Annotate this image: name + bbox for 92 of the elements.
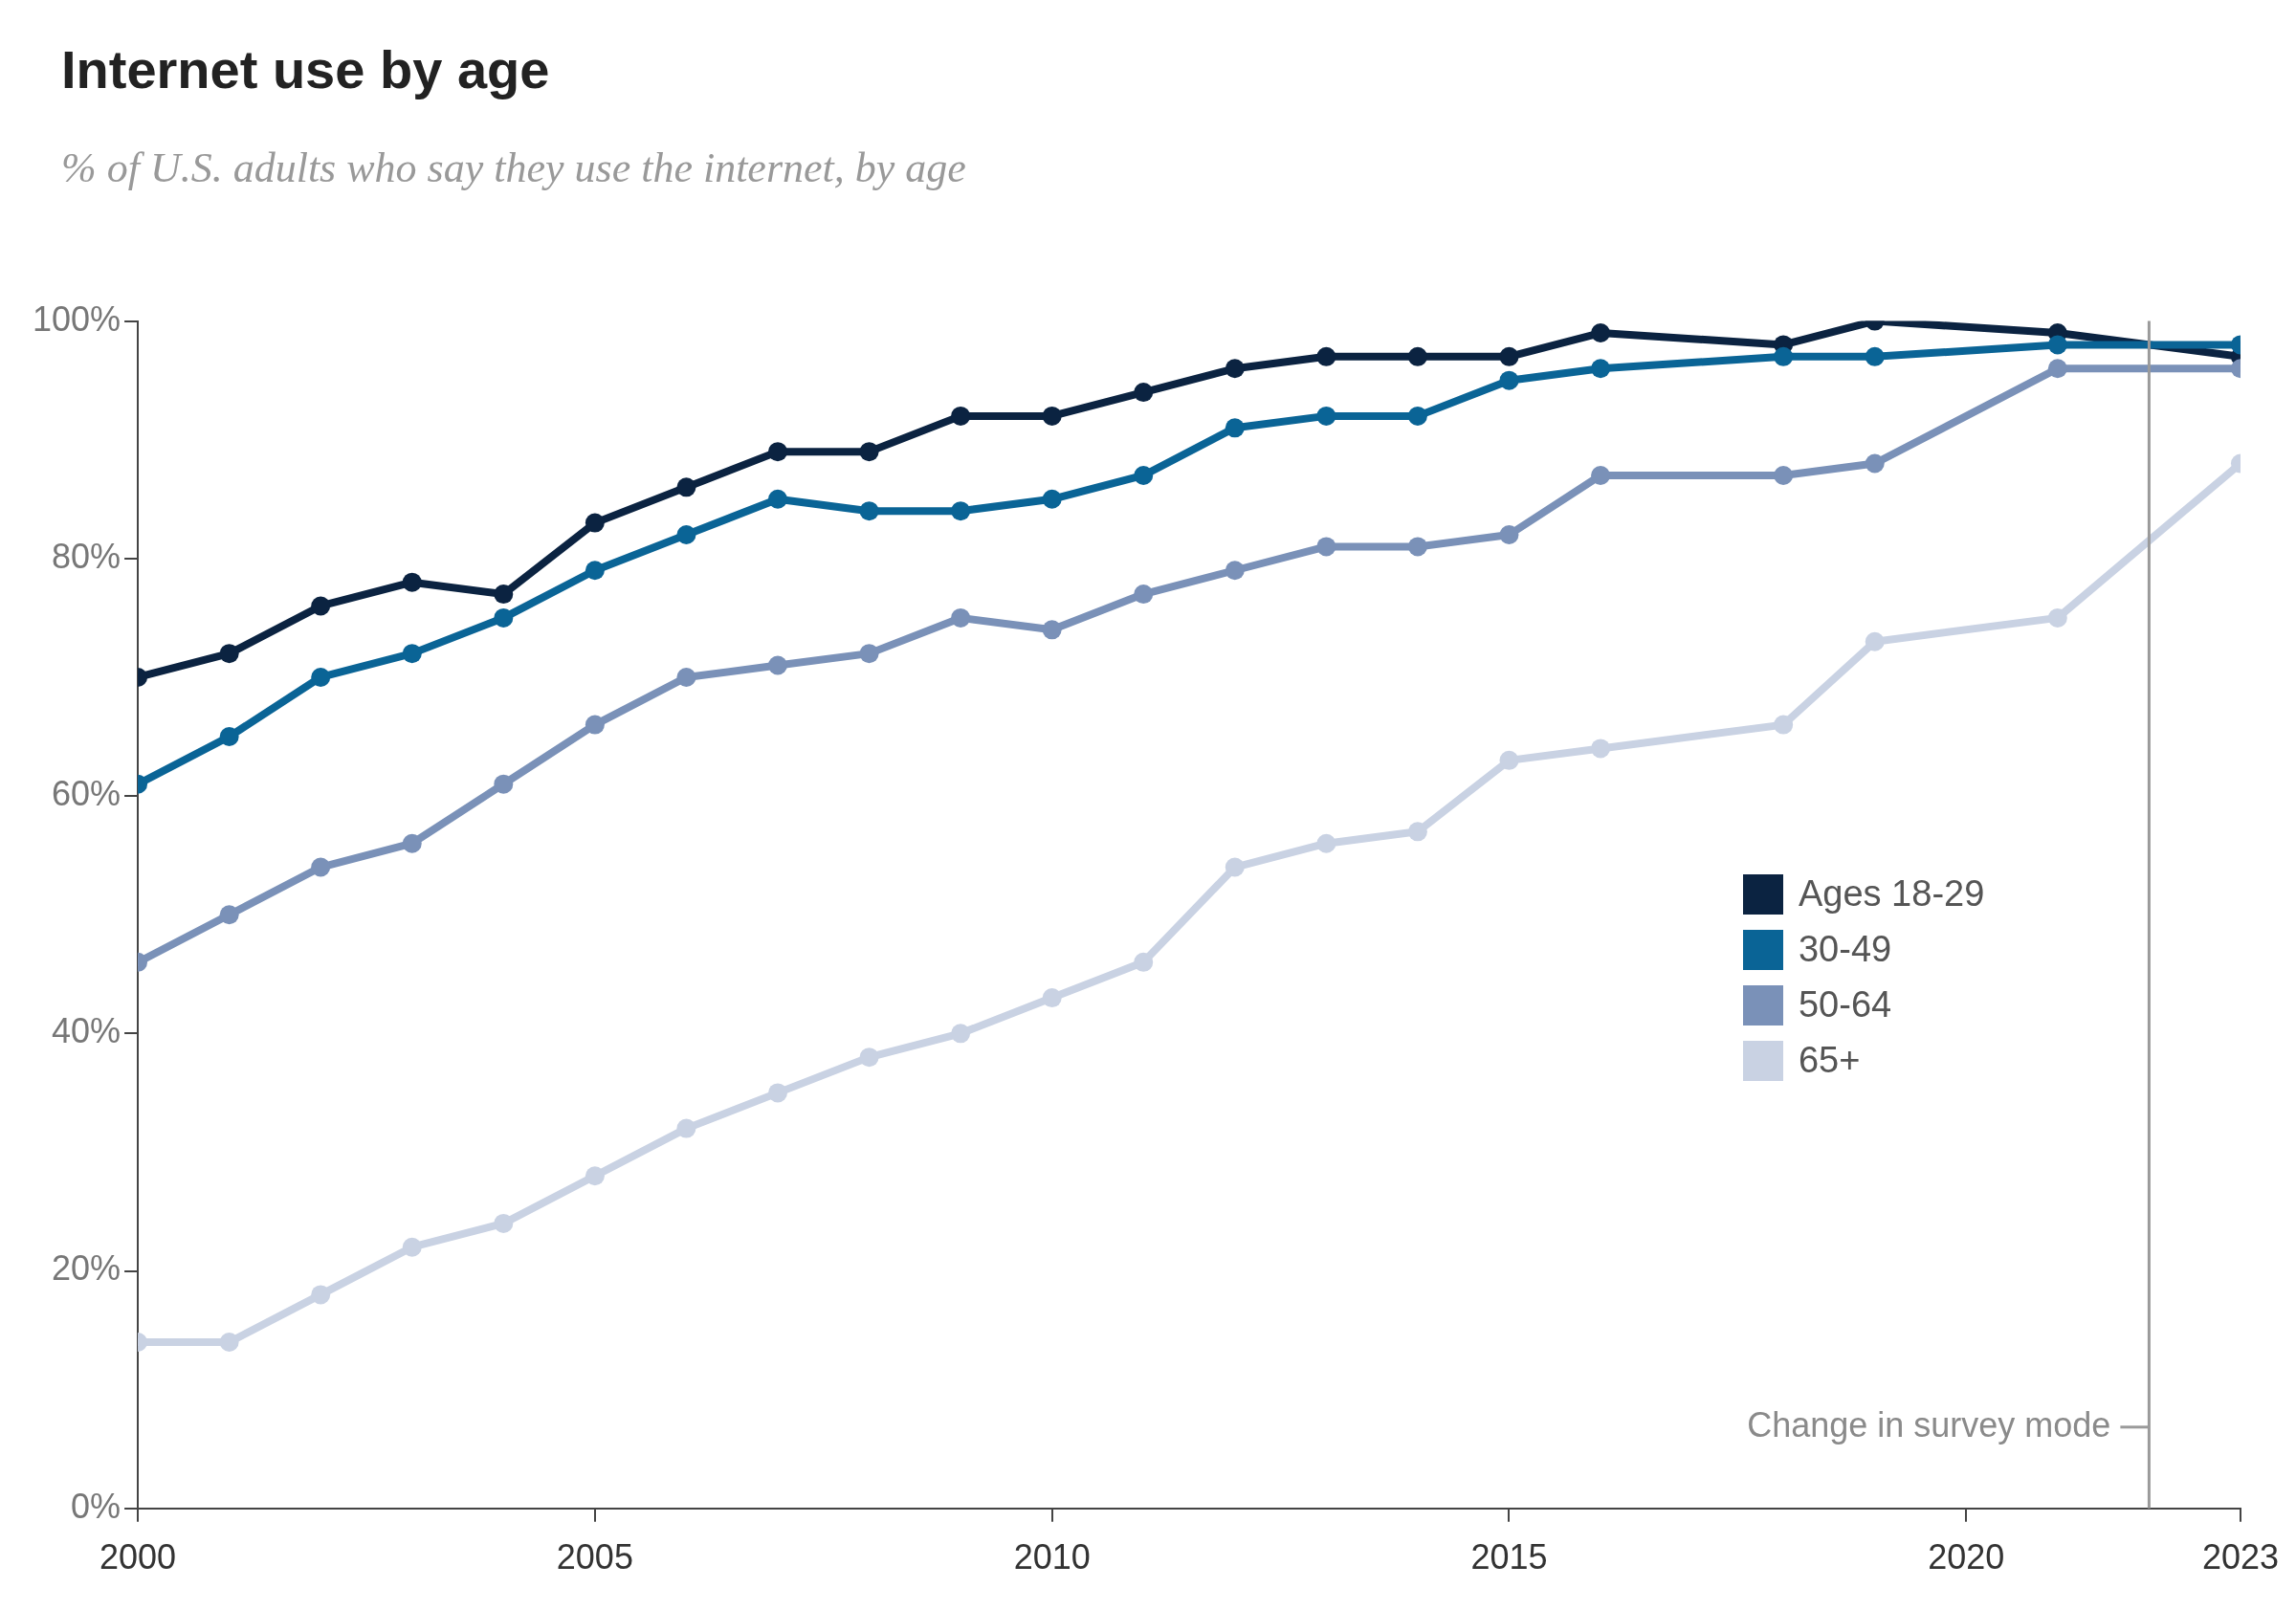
point: [1774, 465, 1794, 485]
point: [768, 489, 787, 509]
point: [1865, 453, 1885, 474]
point: [585, 715, 605, 735]
x-tick-label: 2015: [1470, 1537, 1548, 1577]
point: [494, 774, 514, 794]
point: [494, 584, 514, 605]
point: [1042, 620, 1062, 640]
point: [1865, 346, 1885, 366]
point: [1407, 406, 1427, 426]
point: [1134, 952, 1154, 972]
point: [1225, 857, 1245, 877]
point: [585, 513, 605, 533]
point: [1316, 537, 1336, 557]
point: [1407, 346, 1427, 366]
point: [859, 501, 879, 521]
point: [676, 667, 696, 687]
point: [1316, 833, 1336, 853]
point: [1499, 750, 1519, 770]
point: [311, 596, 331, 616]
point: [1499, 370, 1519, 390]
point: [1134, 383, 1154, 403]
point: [1042, 489, 1062, 509]
point: [402, 1237, 422, 1257]
x-tick-label: 2005: [556, 1537, 633, 1577]
point: [1865, 631, 1885, 651]
y-tick-label: 0%: [71, 1486, 121, 1526]
point: [1591, 359, 1611, 379]
point: [1225, 561, 1245, 581]
point: [768, 442, 787, 462]
point: [1407, 822, 1427, 842]
point: [402, 644, 422, 664]
point: [768, 655, 787, 675]
point: [311, 667, 331, 687]
point: [676, 1118, 696, 1138]
point: [859, 644, 879, 664]
point: [1591, 739, 1611, 759]
point: [1225, 418, 1245, 438]
point: [1591, 465, 1611, 485]
point: [951, 1024, 971, 1044]
point: [585, 1166, 605, 1186]
point: [1316, 406, 1336, 426]
point: [1225, 359, 1245, 379]
point: [219, 905, 239, 925]
y-tick-label: 100%: [33, 298, 121, 339]
point: [402, 572, 422, 592]
y-tick-label: 40%: [52, 1011, 121, 1051]
x-tick-label: 2023: [2201, 1537, 2279, 1577]
point: [676, 525, 696, 545]
x-tick-label: 2020: [1928, 1537, 2005, 1577]
legend-label: 65+: [1798, 1040, 1861, 1082]
legend-label: 30-49: [1798, 929, 1892, 971]
point: [2047, 607, 2067, 628]
point: [951, 607, 971, 628]
point: [1499, 346, 1519, 366]
point: [1134, 584, 1154, 605]
point: [311, 1285, 331, 1305]
point: [494, 1213, 514, 1233]
point: [585, 561, 605, 581]
point: [1134, 465, 1154, 485]
point: [859, 1048, 879, 1068]
point: [2047, 335, 2067, 355]
point: [951, 501, 971, 521]
point: [951, 406, 971, 426]
y-tick-label: 20%: [52, 1248, 121, 1289]
chart-title: Internet use by age: [61, 38, 550, 100]
ref-line-label: Change in survey mode: [1747, 1404, 2111, 1445]
point: [859, 442, 879, 462]
point: [1407, 537, 1427, 557]
legend-label: 50-64: [1798, 984, 1892, 1026]
point: [1316, 346, 1336, 366]
point: [311, 857, 331, 877]
point: [768, 1083, 787, 1103]
x-tick-label: 2000: [99, 1537, 177, 1577]
y-tick-label: 80%: [52, 536, 121, 576]
point: [219, 727, 239, 747]
point: [2047, 359, 2067, 379]
point: [1774, 346, 1794, 366]
legend-label: Ages 18-29: [1798, 873, 1985, 915]
y-tick-label: 60%: [52, 774, 121, 813]
point: [1042, 406, 1062, 426]
x-tick-label: 2010: [1013, 1537, 1091, 1577]
point: [1591, 323, 1611, 343]
point: [1774, 715, 1794, 735]
point: [219, 644, 239, 664]
point: [219, 1333, 239, 1353]
point: [494, 607, 514, 628]
point: [1042, 988, 1062, 1008]
point: [676, 477, 696, 497]
point: [1499, 525, 1519, 545]
point: [402, 833, 422, 853]
chart-subtitle: % of U.S. adults who say they use the internet, by age: [61, 143, 966, 192]
